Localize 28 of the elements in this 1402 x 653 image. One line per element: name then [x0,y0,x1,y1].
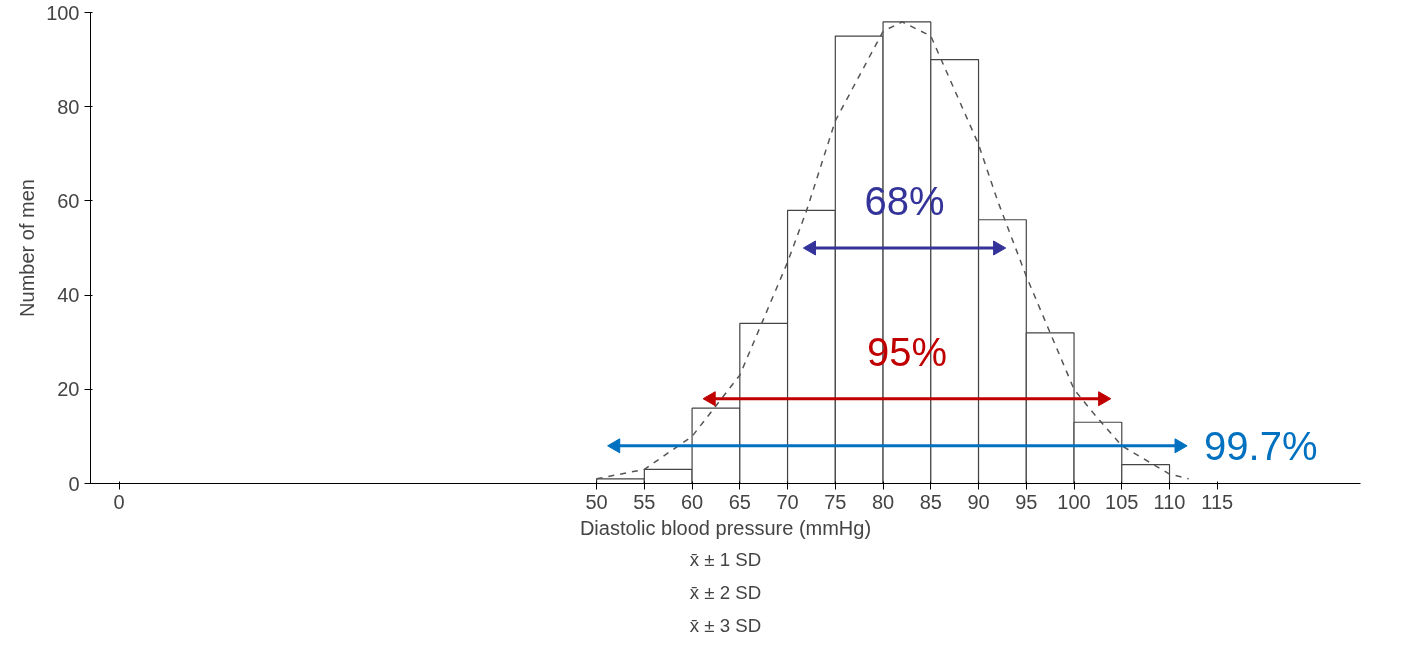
y-tick-label: 40 [57,284,80,307]
x-tick-label: 110 [1153,490,1186,513]
x-tick-label: 0 [113,490,125,513]
y-tick-label: 80 [57,95,80,118]
y-tick-label: 60 [57,189,80,212]
x-tick-label: 105 [1105,490,1139,513]
text: x̄ ± 1 SD [689,548,762,570]
text: x̄ ± 2 SD [689,581,762,603]
line-series [595,21,1190,480]
x-tick-label: 55 [633,490,656,513]
series-label: 99.7% [1204,423,1318,468]
x-tick-label: 115 [1201,490,1234,513]
y-tick-label: 20 [57,378,80,401]
x-tick-label: 70 [776,490,799,513]
x-tick-label: 65 [728,490,751,513]
x-tick-label: 90 [967,490,990,513]
x-tick-label: 75 [824,490,847,513]
x-tick-label: 95 [1015,490,1038,513]
x-tick-label: 100 [1057,490,1091,513]
x-tick-label: 60 [680,490,704,513]
x-tick-label: 80 [871,490,895,513]
x-axis-title: Diastolic blood pressure (mmHg) [579,516,872,539]
x-tick-label: 85 [919,490,942,513]
text: x̄ ± 3 SD [689,614,762,636]
y-axis-title: Number of men [16,179,39,317]
y-tick-label: 100 [46,1,80,24]
y-tick-label: 0 [68,472,80,495]
x-tick-label: 50 [585,490,608,513]
